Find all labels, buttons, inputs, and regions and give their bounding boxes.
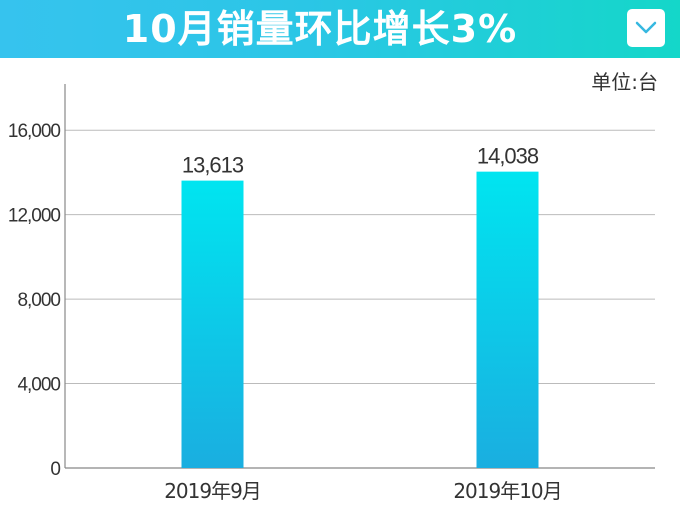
axes: [64, 84, 655, 469]
dropdown-button[interactable]: [627, 9, 665, 47]
bar-2: [476, 171, 539, 469]
y-tick-label: 16,000: [8, 121, 61, 142]
bar-1: [181, 180, 244, 468]
bars: [181, 171, 539, 469]
data-labels: 13,613 14,038: [182, 144, 540, 178]
y-tick-label: 4,000: [17, 375, 60, 396]
y-tick-label: 12,000: [8, 206, 61, 227]
y-tick-label: 0: [50, 459, 60, 480]
header-bar: 10月销量环比增长3%: [0, 0, 680, 58]
chevron-down-icon: [635, 21, 657, 34]
x-tick-labels: 2019年9月 2019年10月: [164, 479, 562, 503]
page-title: 10月销量环比增长3%: [122, 7, 518, 51]
x-tick-label: 2019年10月: [453, 479, 561, 503]
grid-lines: [65, 129, 655, 385]
y-tick-labels: 0 4,000 8,000 12,000 16,000: [8, 121, 62, 480]
y-tick-label: 8,000: [17, 290, 60, 311]
data-label: 14,038: [477, 144, 539, 169]
unit-label: 单位:台: [591, 70, 658, 94]
x-tick-label: 2019年9月: [164, 479, 261, 503]
data-label: 13,613: [182, 153, 244, 178]
